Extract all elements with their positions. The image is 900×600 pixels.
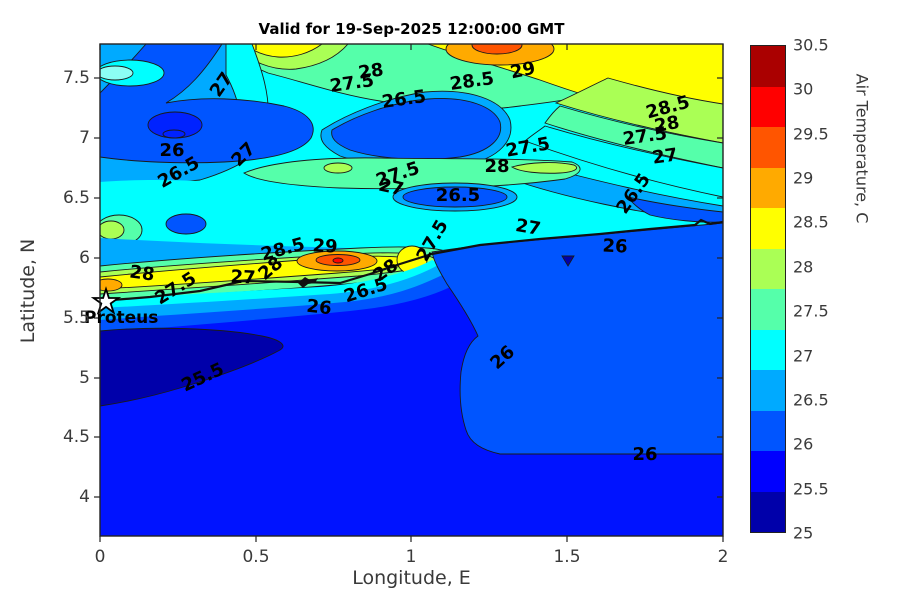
colorbar-tick-label: 28 <box>793 257 814 277</box>
contour-field <box>100 44 723 536</box>
axis-ticks <box>94 44 724 542</box>
band-28-28-5-leftspot <box>100 220 125 240</box>
band-25-25-5 <box>100 327 284 407</box>
band-28-28-5-sliver-w <box>323 162 353 174</box>
x-axis-label: Longitude, E <box>352 567 471 589</box>
band-28-28-5-right <box>554 77 723 144</box>
band-26-26-5-se <box>431 222 723 455</box>
colorbar-band <box>751 127 785 168</box>
contour-label-27: 27 <box>376 174 406 201</box>
y-tick-label: 4.5 <box>62 427 90 447</box>
contour-label-26: 26 <box>632 444 658 465</box>
colorbar-band <box>751 46 785 87</box>
contour-label-28: 28 <box>484 156 510 177</box>
colorbar-band <box>751 86 785 127</box>
colorbar-tick-label: 27.5 <box>793 301 829 321</box>
colorbar-band <box>751 248 785 289</box>
y-tick-label: 6.5 <box>62 188 90 208</box>
colorbar-band <box>751 410 785 451</box>
track-line <box>99 218 724 303</box>
contour-label-29: 29 <box>311 235 339 258</box>
colorbar-band <box>751 370 785 411</box>
band-27-5-28-right <box>544 105 723 169</box>
colorbar-band <box>751 289 785 330</box>
colorbar-tick-label: 30 <box>793 79 814 99</box>
colorbar-tick-label: 29 <box>793 168 814 188</box>
proteus-marker-label: Proteus <box>84 308 159 328</box>
band-26-26-5-smalloval <box>165 213 207 235</box>
band-26-26-5-pool <box>331 98 502 160</box>
band-27-27-5-right <box>524 125 723 198</box>
x-tick-label: 0.5 <box>242 547 270 567</box>
contour-label-27: 27 <box>651 144 679 169</box>
contour-26-tiny <box>162 129 186 139</box>
band-27-27-5-under <box>100 260 446 309</box>
contour-label-26: 26 <box>159 140 185 161</box>
y-tick-label: 6 <box>79 248 90 268</box>
colorbar-tick-label: 28.5 <box>793 212 829 232</box>
x-tick-label: 1.5 <box>553 547 581 567</box>
band-25-5-26-core <box>147 111 203 139</box>
contour-label-26: 26 <box>305 295 333 320</box>
band-26-26-5-oval <box>402 186 508 208</box>
y-tick-label: 5 <box>79 368 90 388</box>
contour-label-26: 26 <box>601 235 629 258</box>
contour-label-27: 27 <box>513 214 543 241</box>
band-26-26-5-under <box>100 272 460 333</box>
contour-label-28: 28 <box>128 261 156 286</box>
colorbar-band <box>751 167 785 208</box>
band-29-29-5-top <box>445 44 555 66</box>
y-tick-label: 7.5 <box>62 68 90 88</box>
band-28-28-5-sliver-e <box>510 162 578 174</box>
colorbar-band <box>751 208 785 249</box>
contour-label-29: 29 <box>508 57 538 84</box>
y-tick-label: 4 <box>79 487 90 507</box>
band-27-27-5-leftmid <box>100 180 295 234</box>
colorbar-band <box>751 451 785 492</box>
plot-frame <box>99 43 724 537</box>
colorbar-tick-label: 25.5 <box>793 479 829 499</box>
contour-label-28: 28 <box>357 59 385 84</box>
contour-label-26.5: 26.5 <box>435 185 481 206</box>
x-tick-label: 2 <box>717 547 729 567</box>
colorbar-band <box>751 491 785 532</box>
plot-title: Valid for 19-Sep-2025 12:00:00 GMT <box>258 20 565 38</box>
y-axis-label: Latitude, N <box>17 238 39 344</box>
y-tick-label: 7 <box>79 128 90 148</box>
proteus-star-icon <box>90 286 122 315</box>
marker-tiny-triangle <box>561 255 575 267</box>
band-lens-core <box>100 65 134 81</box>
overlays <box>90 218 724 315</box>
colorbar-tick-label: 26.5 <box>793 390 829 410</box>
x-tick-label: 0 <box>94 547 106 567</box>
band-29-29-5-left <box>100 278 123 292</box>
colorbar-label: Air Temperature, C <box>852 73 872 224</box>
scribble-mark <box>298 277 318 288</box>
band-26-5-27-under <box>100 264 452 321</box>
colorbar-tick-label: 25 <box>793 523 814 543</box>
colorbar-tick-label: 30.5 <box>793 35 829 55</box>
colorbar-tick-label: 29.5 <box>793 124 829 144</box>
colorbar-tick-label: 27 <box>793 346 814 366</box>
band-30-30-5-ridge <box>332 257 344 264</box>
colorbar <box>750 45 786 533</box>
colorbar-band <box>751 329 785 370</box>
y-tick-label: 5.5 <box>62 308 90 328</box>
colorbar-tick-label: 26 <box>793 434 814 454</box>
x-tick-label: 1 <box>405 547 417 567</box>
band-29-5-30-top <box>471 44 523 55</box>
contour-label-27: 27 <box>229 266 257 289</box>
